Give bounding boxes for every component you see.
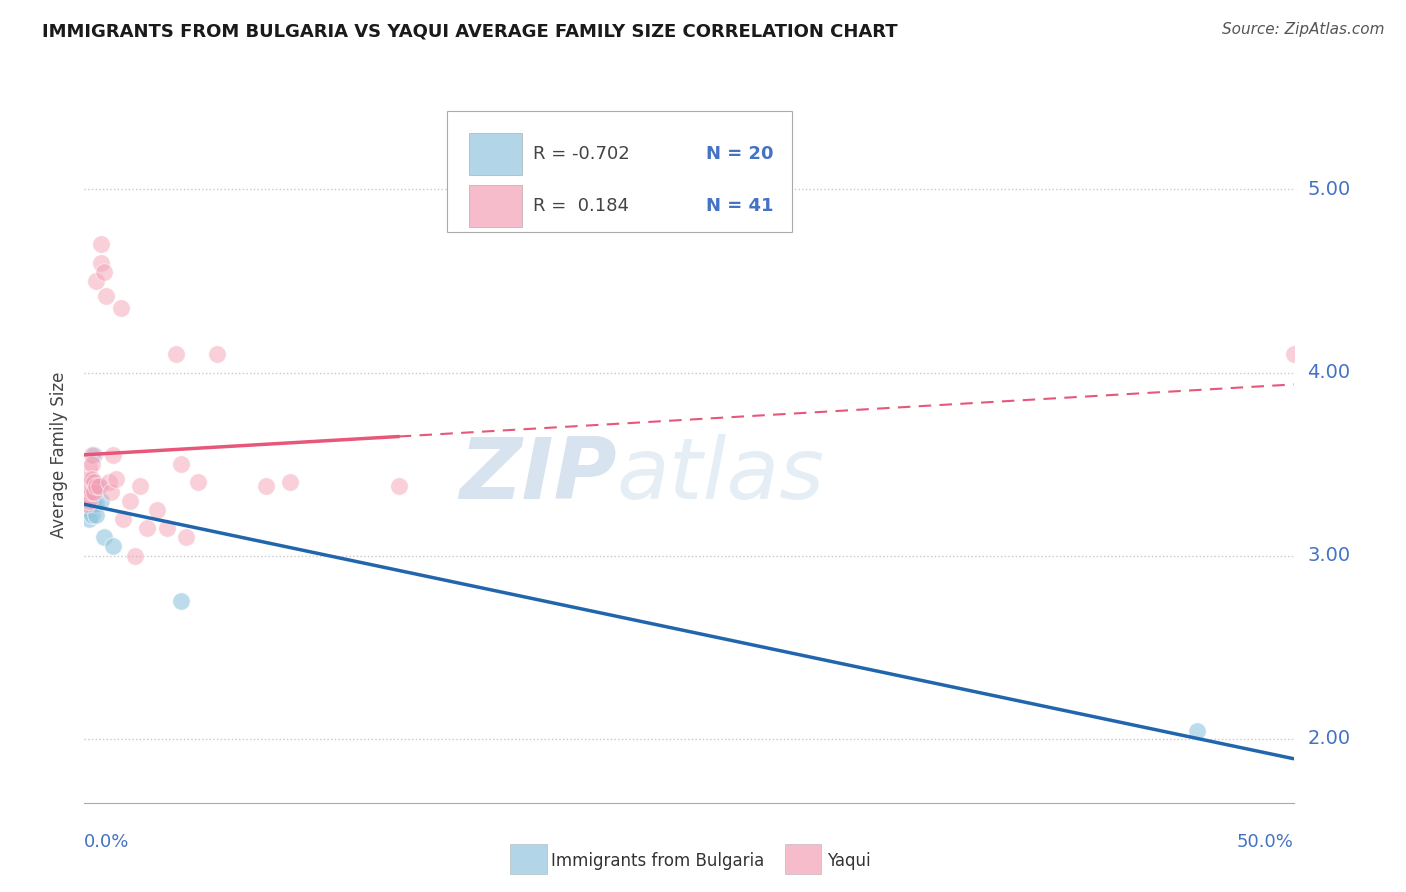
Point — [90, 493, 112, 508]
Point — [112, 512, 135, 526]
Point — [80, 448, 103, 462]
Point — [77, 493, 100, 508]
Point — [80, 508, 103, 523]
Point — [170, 594, 193, 608]
Point — [104, 472, 127, 486]
Point — [155, 521, 177, 535]
Text: IMMIGRANTS FROM BULGARIA VS YAQUI AVERAGE FAMILY SIZE CORRELATION CHART: IMMIGRANTS FROM BULGARIA VS YAQUI AVERAG… — [42, 22, 898, 40]
Point — [254, 479, 277, 493]
Point — [124, 549, 146, 563]
Point — [165, 347, 187, 361]
Point — [86, 497, 108, 511]
Text: Yaqui: Yaqui — [827, 852, 870, 870]
Text: 2.00: 2.00 — [1308, 730, 1351, 748]
Point — [77, 484, 100, 499]
Point — [90, 255, 112, 269]
Point — [87, 479, 110, 493]
Text: ZIP: ZIP — [458, 434, 616, 517]
Point — [83, 448, 105, 462]
Point — [100, 484, 122, 499]
Point — [83, 484, 105, 499]
Point — [1282, 347, 1305, 361]
FancyBboxPatch shape — [447, 111, 792, 232]
Point — [90, 237, 112, 252]
Point — [207, 347, 229, 361]
Point — [120, 493, 142, 508]
Point — [76, 488, 98, 502]
Point — [87, 479, 110, 493]
Point — [80, 472, 103, 486]
Text: R =  0.184: R = 0.184 — [533, 197, 628, 215]
FancyBboxPatch shape — [468, 185, 522, 227]
Point — [388, 479, 411, 493]
Point — [86, 479, 108, 493]
Point — [174, 530, 197, 544]
Point — [80, 475, 103, 490]
Text: 3.00: 3.00 — [1308, 546, 1351, 566]
Point — [1185, 724, 1208, 739]
Point — [80, 479, 103, 493]
Point — [187, 475, 209, 490]
Point — [136, 521, 159, 535]
Point — [77, 512, 100, 526]
Point — [86, 508, 108, 523]
Point — [76, 497, 98, 511]
Point — [170, 457, 193, 471]
Point — [80, 493, 103, 508]
Text: R = -0.702: R = -0.702 — [533, 145, 630, 163]
Point — [93, 530, 115, 544]
Point — [77, 484, 100, 499]
Point — [76, 490, 98, 504]
Text: 0.0%: 0.0% — [84, 833, 129, 851]
Point — [103, 540, 125, 554]
Point — [77, 503, 100, 517]
Point — [76, 497, 98, 511]
Point — [94, 288, 117, 302]
Point — [93, 265, 115, 279]
Point — [83, 497, 105, 511]
Point — [83, 475, 105, 490]
Point — [110, 301, 132, 316]
Point — [97, 475, 120, 490]
Point — [80, 484, 103, 499]
Point — [77, 472, 100, 486]
Point — [86, 274, 108, 288]
Point — [146, 503, 169, 517]
Text: N = 41: N = 41 — [706, 197, 773, 215]
Text: Immigrants from Bulgaria: Immigrants from Bulgaria — [551, 852, 765, 870]
Text: atlas: atlas — [616, 434, 824, 517]
Point — [80, 457, 103, 471]
Text: 5.00: 5.00 — [1308, 180, 1351, 199]
Y-axis label: Average Family Size: Average Family Size — [51, 372, 69, 538]
Text: N = 20: N = 20 — [706, 145, 773, 163]
FancyBboxPatch shape — [468, 133, 522, 176]
Point — [278, 475, 301, 490]
Text: Source: ZipAtlas.com: Source: ZipAtlas.com — [1222, 22, 1385, 37]
Point — [77, 460, 100, 475]
Point — [103, 448, 125, 462]
Text: 4.00: 4.00 — [1308, 363, 1351, 382]
Point — [129, 479, 152, 493]
Point — [77, 479, 100, 493]
Point — [83, 484, 105, 499]
Text: 50.0%: 50.0% — [1237, 833, 1294, 851]
